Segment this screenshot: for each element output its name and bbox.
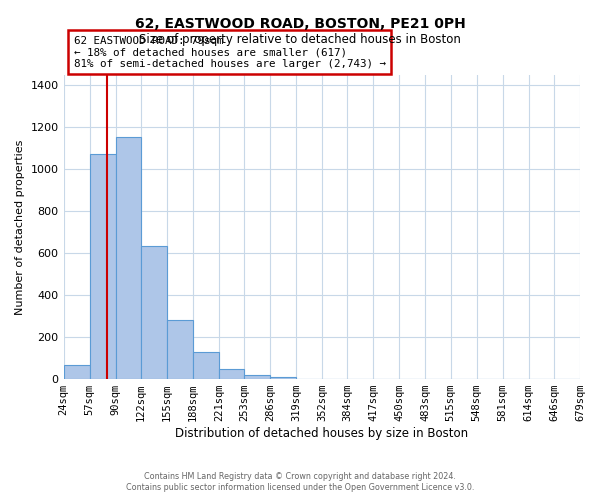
- Y-axis label: Number of detached properties: Number of detached properties: [15, 140, 25, 314]
- Bar: [116, 137, 141, 379]
- X-axis label: Distribution of detached houses by size in Boston: Distribution of detached houses by size …: [175, 427, 469, 440]
- Bar: [244, 375, 270, 379]
- Text: Size of property relative to detached houses in Boston: Size of property relative to detached ho…: [139, 32, 461, 46]
- Bar: [193, 352, 219, 379]
- Bar: [167, 320, 193, 379]
- Bar: [141, 246, 167, 379]
- Bar: [64, 366, 89, 379]
- Text: Contains public sector information licensed under the Open Government Licence v3: Contains public sector information licen…: [126, 483, 474, 492]
- Text: 62, EASTWOOD ROAD, BOSTON, PE21 0PH: 62, EASTWOOD ROAD, BOSTON, PE21 0PH: [134, 18, 466, 32]
- Text: 62 EASTWOOD ROAD: 79sqm
← 18% of detached houses are smaller (617)
81% of semi-d: 62 EASTWOOD ROAD: 79sqm ← 18% of detache…: [74, 36, 386, 69]
- Bar: [270, 377, 296, 379]
- Bar: [89, 154, 116, 379]
- Bar: [219, 369, 244, 379]
- Text: Contains HM Land Registry data © Crown copyright and database right 2024.: Contains HM Land Registry data © Crown c…: [144, 472, 456, 481]
